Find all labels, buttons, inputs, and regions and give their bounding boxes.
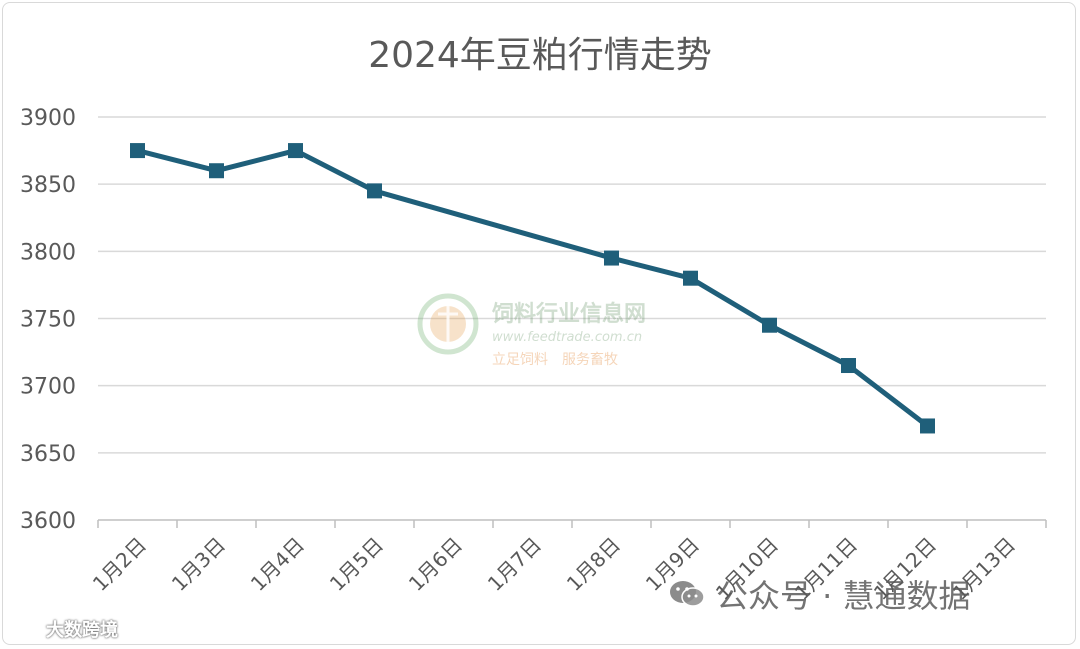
- data-point-marker: [209, 163, 224, 179]
- data-point-marker: [920, 418, 935, 434]
- y-tick-label: 3900: [20, 106, 76, 131]
- x-tick-label: 1月4日: [246, 533, 309, 596]
- data-point-marker: [841, 358, 856, 374]
- site-name: 饲料行业信息网: [492, 302, 647, 327]
- y-tick-label: 3650: [20, 442, 76, 467]
- series-line: [136, 148, 930, 428]
- feedtrade-logo-icon: [417, 293, 479, 355]
- x-tick-label: 1月8日: [562, 533, 625, 596]
- x-tick-label: 1月6日: [404, 533, 467, 596]
- data-point-marker: [604, 250, 619, 266]
- wechat-icon: [670, 581, 705, 607]
- data-point-marker: [762, 317, 777, 333]
- y-tick-label: 3750: [20, 308, 76, 333]
- site-url: www.feedtrade.com.cn: [492, 330, 643, 345]
- data-point-marker: [367, 183, 382, 199]
- site-slogan: 立足饲料 服务畜牧: [492, 352, 618, 368]
- wechat-account-label: 公众号 · 慧通数据: [716, 577, 971, 615]
- x-tick-label: 1月5日: [325, 533, 388, 596]
- data-point-marker: [130, 143, 145, 159]
- y-tick-label: 3800: [20, 240, 76, 265]
- data-point-marker: [683, 270, 698, 286]
- y-tick-label: 3600: [20, 509, 76, 534]
- corner-watermark: 大数跨境: [8, 616, 118, 642]
- y-tick-label: 3850: [20, 173, 76, 198]
- data-point-marker: [288, 143, 303, 159]
- wechat-watermark: 公众号 · 慧通数据: [668, 574, 971, 615]
- site-watermark: 饲料行业信息网 www.feedtrade.com.cn 立足饲料 服务畜牧: [492, 296, 646, 369]
- x-tick-label: 1月7日: [483, 533, 546, 596]
- bilibili-icon: [9, 622, 39, 639]
- x-tick-label: 1月2日: [88, 533, 151, 596]
- corner-label: 大数跨境: [46, 620, 118, 641]
- chart-title: 2024年豆粕行情走势: [368, 35, 712, 76]
- x-tick-label: 1月3日: [167, 533, 230, 596]
- y-tick-label: 3700: [20, 375, 76, 400]
